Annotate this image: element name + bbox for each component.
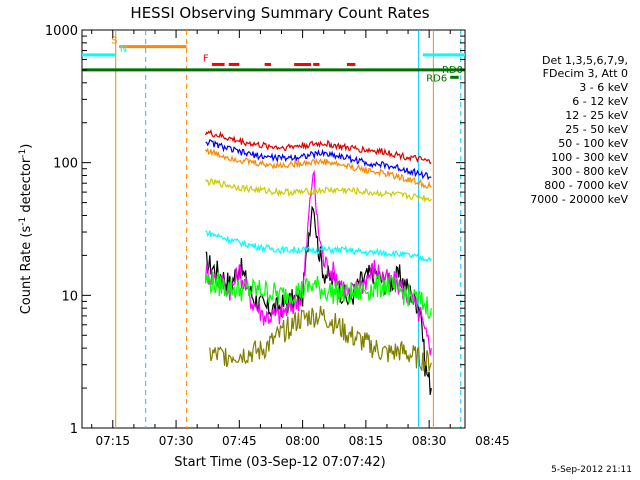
legend-entry-5: 100 - 300 keV bbox=[551, 151, 628, 164]
y-axis-label: Count Rate (s-1 detector-1) bbox=[18, 144, 34, 315]
count-rate-series bbox=[205, 128, 432, 395]
series-line-12-25-keV bbox=[205, 271, 432, 320]
series-line-7000-20000-keV bbox=[209, 305, 432, 372]
y-tick-label-1: 10 bbox=[61, 289, 78, 304]
x-tick-label-1: 07:30 bbox=[159, 434, 194, 448]
series-line-25-50-keV bbox=[205, 230, 432, 262]
legend-header-2: FDecim 3, Att 0 bbox=[543, 67, 628, 80]
flag-label-rd0: RD0 bbox=[442, 65, 463, 76]
legend-header-1: Det 1,3,5,6,7,9, bbox=[542, 54, 628, 67]
legend-entry-0: 3 - 6 keV bbox=[579, 81, 628, 94]
y-tick-label-0: 1 bbox=[70, 422, 78, 437]
legend-entry-8: 7000 - 20000 keV bbox=[530, 193, 628, 206]
legend: Det 1,3,5,6,7,9, FDecim 3, Att 0 3 - 6 k… bbox=[530, 54, 628, 206]
x-axis-label: Start Time (03-Sep-12 07:07:42) bbox=[174, 455, 385, 470]
flag-label-rd6: RD6 bbox=[426, 73, 447, 84]
y-tick-label-2: 100 bbox=[53, 157, 78, 172]
x-tick-label-3: 08:00 bbox=[285, 434, 320, 448]
legend-entry-6: 300 - 800 keV bbox=[551, 165, 628, 178]
series-line-300-800-keV bbox=[205, 139, 432, 181]
legend-entry-3: 25 - 50 keV bbox=[565, 123, 628, 136]
series-line-800-7000-keV bbox=[205, 147, 432, 189]
series-line-100-300-keV bbox=[205, 128, 432, 165]
series-line-50-100-keV bbox=[205, 178, 432, 204]
flag-label-f: F bbox=[203, 53, 209, 64]
series-line-6-12-keV bbox=[205, 169, 432, 356]
legend-entry-1: 6 - 12 keV bbox=[572, 95, 628, 108]
flag-label-n: N bbox=[120, 44, 127, 55]
x-tick-label-5: 08:30 bbox=[412, 434, 447, 448]
axis-ticks: 07:15 07:30 07:45 08:00 08:15 08:30 08:45 1 10 10… bbox=[45, 24, 510, 448]
generation-timestamp: 5-Sep-2012 21:11 bbox=[551, 465, 632, 475]
chart-title: HESSI Observing Summary Count Rates bbox=[130, 4, 429, 22]
legend-entry-4: 50 - 100 keV bbox=[558, 137, 628, 150]
plot-frame bbox=[81, 29, 466, 429]
y-tick-label-3: 1000 bbox=[45, 24, 78, 39]
x-tick-label-6: 08:45 bbox=[475, 434, 510, 448]
x-tick-label-0: 07:15 bbox=[95, 434, 130, 448]
vertical-marker-lines bbox=[115, 30, 462, 428]
x-tick-label-2: 07:45 bbox=[222, 434, 257, 448]
legend-entry-2: 12 - 25 keV bbox=[565, 109, 628, 122]
flag-label-s: S bbox=[111, 36, 117, 47]
legend-entry-7: 800 - 7000 keV bbox=[544, 179, 628, 192]
x-tick-label-4: 08:15 bbox=[349, 434, 384, 448]
